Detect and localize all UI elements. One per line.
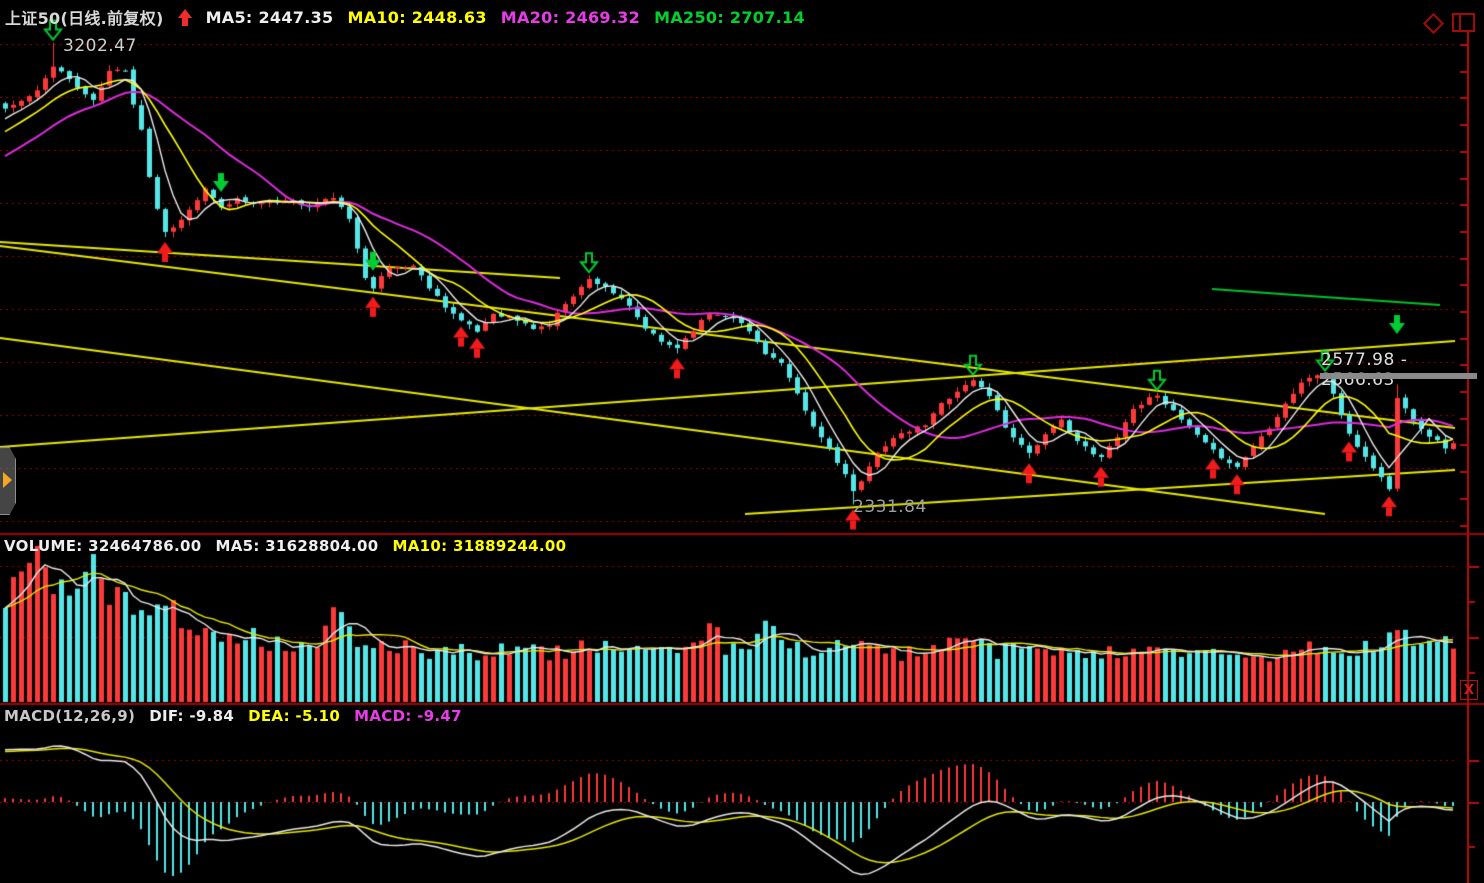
dea-value: DEA: -5.10 xyxy=(248,707,341,725)
main-chart-header: 上证50(日线.前复权) MA5: 2447.35 MA10: 2448.63 … xyxy=(5,5,805,29)
volume-value: VOLUME: 32464786.00 xyxy=(4,537,202,555)
macd-value: MACD: -9.47 xyxy=(354,707,462,725)
range-underline-bar xyxy=(1320,373,1477,379)
ma20-value: MA20: 2469.32 xyxy=(500,7,641,27)
macd-params-label: MACD(12,26,9) xyxy=(4,707,136,725)
ma250-value: MA250: 2707.14 xyxy=(654,7,805,27)
split-window-icon[interactable] xyxy=(1452,13,1475,32)
up-arrow-icon xyxy=(177,8,192,26)
volume-ma5-value: MA5: 31628804.00 xyxy=(215,537,379,555)
expand-right-triangle-icon xyxy=(3,472,12,488)
volume-ma10-value: MA10: 31889244.00 xyxy=(392,537,567,555)
dif-value: DIF: -9.84 xyxy=(149,707,235,725)
left-panel-expander[interactable] xyxy=(0,447,16,515)
symbol-title: 上证50(日线.前复权) xyxy=(5,9,164,28)
ma5-value: MA5: 2447.35 xyxy=(205,7,334,27)
volume-header: VOLUME: 32464786.00 MA5: 31628804.00 MA1… xyxy=(4,537,566,555)
macd-header: MACD(12,26,9) DIF: -9.84 DEA: -5.10 MACD… xyxy=(4,707,462,725)
ma10-value: MA10: 2448.63 xyxy=(347,7,487,27)
low-price-label: 2331.84 xyxy=(853,497,927,517)
indicator-close-button[interactable]: X xyxy=(1460,680,1478,700)
high-price-label: 3202.47 xyxy=(63,36,137,56)
range-label: 2577.98 - 2566.63 xyxy=(1321,350,1408,390)
